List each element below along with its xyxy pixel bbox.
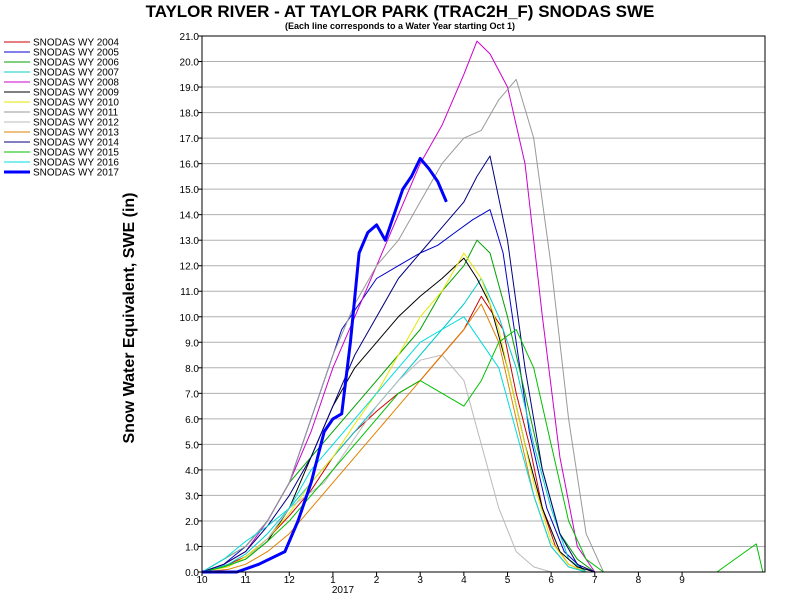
y-tick-label: 2.0 xyxy=(185,517,199,528)
legend-entry: SNODAS WY 2006 xyxy=(33,58,119,69)
y-tick-label: 10.0 xyxy=(180,313,200,324)
y-tick-label: 19.0 xyxy=(180,83,200,94)
y-tick-label: 14.0 xyxy=(180,211,200,222)
y-tick-label: 9.0 xyxy=(185,338,199,349)
x-tick-label: 3 xyxy=(417,575,423,586)
y-tick-label: 16.0 xyxy=(180,160,200,171)
legend-entry: SNODAS WY 2010 xyxy=(33,98,119,109)
legend-entry: SNODAS WY 2016 xyxy=(33,158,119,169)
x-tick-label: 1 xyxy=(330,575,336,586)
legend-entry: SNODAS WY 2012 xyxy=(33,118,119,129)
x-tick-label: 8 xyxy=(636,575,642,586)
legend-entry: SNODAS WY 2009 xyxy=(33,88,119,99)
y-tick-label: 17.0 xyxy=(180,134,200,145)
y-tick-label: 6.0 xyxy=(185,415,199,426)
series-line xyxy=(201,329,764,573)
y-tick-label: 21.0 xyxy=(180,32,200,43)
series-line xyxy=(201,257,595,573)
legend-entry: SNODAS WY 2004 xyxy=(33,38,119,49)
y-tick-label: 7.0 xyxy=(185,389,199,400)
legend-entry: SNODAS WY 2008 xyxy=(33,78,119,89)
series-line xyxy=(201,354,552,573)
y-axis-ticks: 0.0 1.0 2.0 3.0 4.0 5.0 6.0 7.0 8.0 9.0 10.0 11.0 12… xyxy=(180,32,202,579)
x-tick-label: 9 xyxy=(679,575,685,586)
y-tick-label: 3.0 xyxy=(185,491,199,502)
legend-entry: SNODAS WY 2011 xyxy=(33,108,119,119)
series-line xyxy=(201,278,587,573)
y-tick-label: 15.0 xyxy=(180,185,200,196)
y-tick-label: 20.0 xyxy=(180,58,200,69)
series-line xyxy=(201,155,596,573)
x-tick-label: 7 xyxy=(592,575,598,586)
y-tick-label: 8.0 xyxy=(185,364,199,375)
x-tick-label: 5 xyxy=(505,575,511,586)
x-tick-label: 10 xyxy=(196,575,208,586)
y-tick-label: 1.0 xyxy=(185,542,199,553)
legend-entry: SNODAS WY 2005 xyxy=(33,48,119,59)
grid-lines xyxy=(202,61,765,547)
y-tick-label: 18.0 xyxy=(180,109,200,120)
y-tick-label: 13.0 xyxy=(180,236,200,247)
x-tick-label: 4 xyxy=(461,575,467,586)
series-line xyxy=(202,157,448,574)
x-tick-label: 6 xyxy=(548,575,554,586)
legend-entry: SNODAS WY 2015 xyxy=(33,148,119,159)
y-tick-label: 12.0 xyxy=(180,262,200,273)
series-lines xyxy=(201,40,764,574)
x-tick-label: 11 xyxy=(240,575,251,586)
chart-title: TAYLOR RIVER - AT TAYLOR PARK (TRAC2H_F)… xyxy=(146,2,655,21)
plot-area-frame xyxy=(201,35,766,573)
series-line xyxy=(201,40,596,573)
legend-entry: SNODAS WY 2014 xyxy=(33,138,119,149)
x-year-label: 2017 xyxy=(332,585,355,596)
x-tick-label: 12 xyxy=(284,575,296,586)
series-line xyxy=(201,252,587,573)
legend-entry: SNODAS WY 2013 xyxy=(33,128,119,139)
legend-entry: SNODAS WY 2017 xyxy=(33,168,119,179)
legend-entry: SNODAS WY 2007 xyxy=(33,68,119,79)
y-tick-label: 11.0 xyxy=(180,287,199,298)
x-tick-label: 2 xyxy=(374,575,380,586)
y-axis-label: Snow Water Equivalent, SWE (in) xyxy=(121,193,138,444)
series-line xyxy=(201,78,604,573)
y-tick-label: 5.0 xyxy=(185,440,199,451)
series-line xyxy=(201,303,587,573)
chart-subtitle: (Each line corresponds to a Water Year s… xyxy=(285,21,515,31)
series-line xyxy=(201,316,587,573)
y-tick-label: 4.0 xyxy=(185,466,199,477)
y-tick-label: 0.0 xyxy=(185,568,199,579)
x-axis-ticks: 10 11 12 1 2 3 4 5 6 7 8 9 xyxy=(196,572,685,586)
